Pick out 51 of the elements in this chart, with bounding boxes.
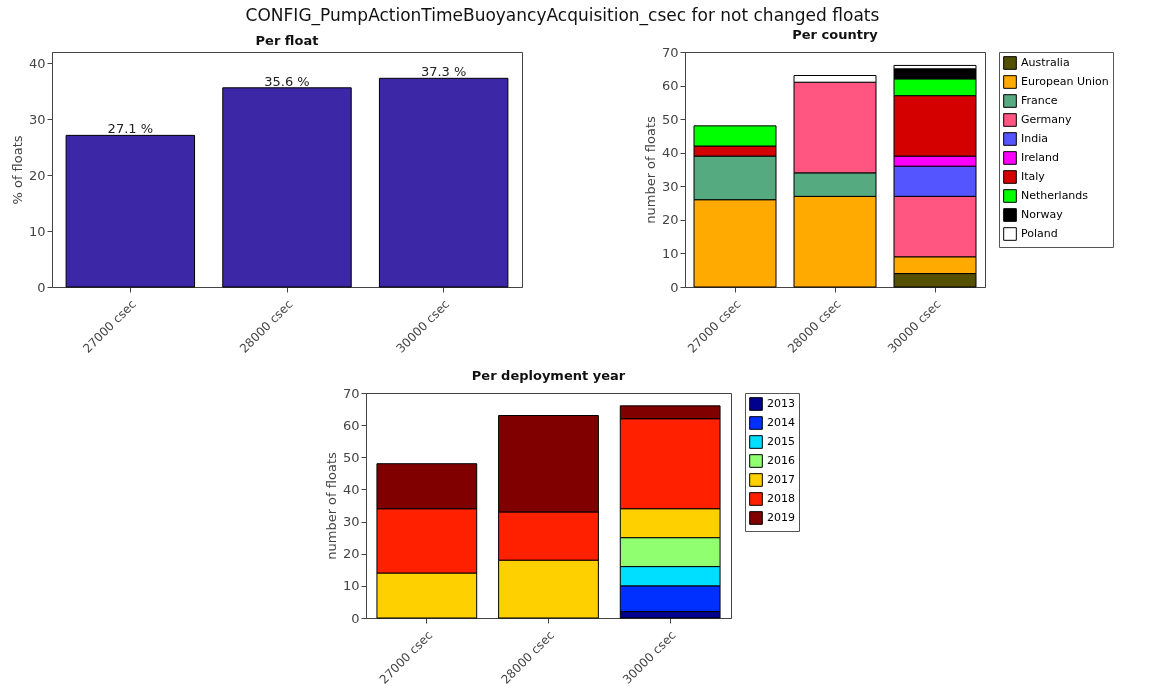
legend-label: Norway — [1021, 208, 1064, 221]
legend-label: 2016 — [767, 454, 795, 467]
y-tick-label: 20 — [342, 546, 360, 562]
y-tick-label: 20 — [28, 167, 46, 183]
legend-label: 2018 — [767, 492, 795, 505]
y-tick-label: 20 — [661, 212, 679, 228]
bar — [378, 77, 509, 288]
data-label: 35.6 % — [264, 73, 310, 89]
legend-label: Italy — [1021, 170, 1046, 183]
y-axis-title: number of floats — [642, 116, 658, 224]
legend-label: 2019 — [767, 511, 795, 524]
y-tick-label: 70 — [661, 44, 679, 60]
legend-label: 2013 — [767, 397, 795, 410]
legend-label: Australia — [1021, 56, 1070, 69]
y-tick-label: 10 — [661, 245, 679, 261]
y-tick-label: 10 — [28, 223, 46, 239]
y-tick-label: 70 — [342, 385, 360, 401]
legend-label: European Union — [1021, 75, 1109, 88]
y-axis-title: % of floats — [9, 135, 25, 205]
y-axis-title: number of floats — [323, 452, 339, 560]
y-tick-label: 30 — [342, 514, 360, 530]
y-tick-label: 0 — [670, 279, 679, 295]
y-tick-label: 60 — [661, 78, 679, 94]
y-tick-label: 10 — [342, 578, 360, 594]
y-tick-label: 0 — [37, 279, 46, 295]
data-label: 27.1 % — [107, 121, 154, 137]
data-label: 37.3 % — [420, 64, 467, 80]
y-tick-label: 30 — [661, 178, 679, 194]
chart-title: Per deployment year — [471, 368, 626, 383]
legend-label: France — [1021, 94, 1058, 107]
y-tick-label: 50 — [661, 111, 679, 127]
bar — [65, 134, 196, 288]
legend-label: 2015 — [767, 435, 795, 448]
chart-title: Per country — [792, 27, 879, 42]
legend-label: Germany — [1021, 113, 1073, 126]
y-tick-label: 60 — [342, 417, 360, 433]
legend-label: Ireland — [1021, 151, 1060, 164]
y-tick-label: 0 — [351, 610, 360, 626]
legend-label: India — [1021, 132, 1048, 145]
y-tick-label: 50 — [342, 449, 360, 465]
y-tick-label: 40 — [342, 481, 360, 497]
legend-label: Netherlands — [1021, 189, 1089, 202]
bar — [222, 87, 352, 288]
text: CONFIG_PumpActionTimeBuoyancyAcquisition_csec for not changed floats — [245, 4, 880, 26]
chart-subtitle: Per float — [255, 33, 319, 48]
legend-label: 2014 — [767, 416, 795, 429]
legend-label: 2017 — [767, 473, 795, 486]
y-tick-label: 30 — [28, 111, 46, 127]
legend-label: Poland — [1021, 227, 1058, 240]
y-tick-label: 40 — [28, 55, 46, 71]
y-tick-label: 40 — [661, 145, 679, 161]
